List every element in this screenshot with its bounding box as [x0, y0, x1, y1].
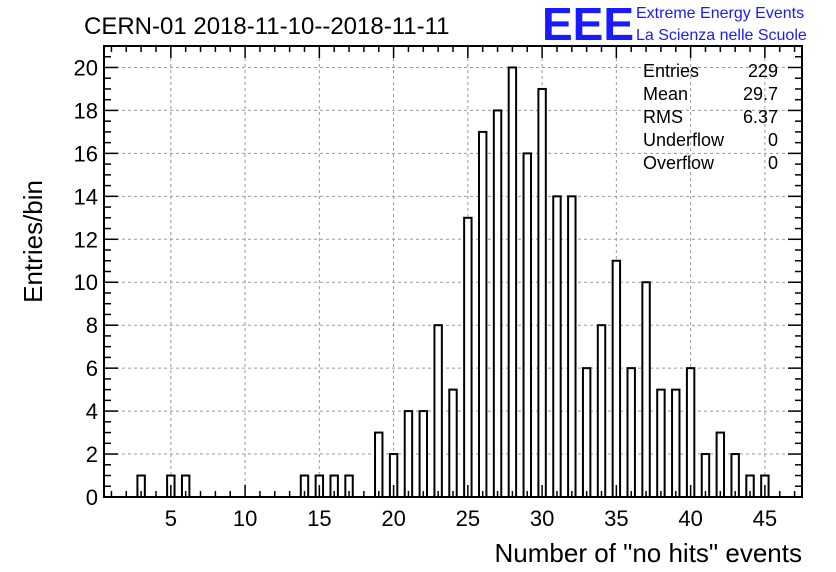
x-tick-label: 25	[456, 506, 480, 531]
stats-label: Mean	[643, 84, 688, 104]
tick-labels: 5 10 15 20 25 30 35 40 45 0 2 4 6 8 10 12 14 16 18 20	[74, 55, 778, 531]
histogram-bar	[433, 324, 443, 499]
stats-value: 229	[748, 61, 778, 81]
logo-line2: La Scienza nelle Scuole	[636, 27, 807, 44]
y-tick-label: 14	[74, 184, 98, 209]
y-tick-label: 20	[74, 55, 98, 80]
histogram-bar	[552, 195, 562, 498]
histogram-bar	[626, 367, 636, 498]
x-tick-label: 45	[753, 506, 777, 531]
stats-label: Overflow	[643, 153, 715, 173]
histogram-bar	[671, 388, 681, 498]
chart-title: CERN-01 2018-11-10--2018-11-11	[84, 13, 450, 40]
histogram-bar	[522, 152, 532, 498]
y-tick-label: 10	[74, 270, 98, 295]
histogram-bar	[537, 87, 547, 498]
x-tick-label: 20	[381, 506, 405, 531]
y-tick-label: 12	[74, 227, 98, 252]
histogram-bar	[374, 431, 384, 499]
x-tick-label: 5	[165, 506, 177, 531]
y-tick-label: 0	[86, 485, 98, 510]
y-axis-label: Entries/bin	[18, 180, 48, 303]
stats-value: 29.7	[743, 84, 778, 104]
logo-line1: Extreme Energy Events	[636, 5, 804, 22]
x-tick-label: 15	[307, 506, 331, 531]
eee-logo: EEE Extreme Energy Events La Scienza nel…	[542, 0, 807, 50]
y-tick-label: 2	[86, 442, 98, 467]
stats-label: RMS	[643, 107, 683, 127]
histogram-bar	[403, 410, 414, 499]
stats-value: 0	[768, 153, 778, 173]
histogram-bars	[136, 66, 770, 499]
histogram-bar	[730, 453, 740, 498]
y-tick-label: 4	[86, 399, 98, 424]
x-tick-label: 10	[233, 506, 257, 531]
stats-box: Entries 229 Mean 29.7 RMS 6.37 Underflow 0 Overf…	[643, 61, 778, 173]
histogram-bar	[418, 410, 429, 499]
histogram-bar	[700, 453, 711, 498]
y-tick-label: 6	[86, 356, 98, 381]
histogram-bar	[567, 195, 577, 498]
stats-label: Entries	[643, 61, 699, 81]
histogram-bar	[507, 66, 518, 498]
stats-value: 0	[768, 130, 778, 150]
y-tick-label: 18	[74, 98, 98, 123]
histogram-bar	[492, 109, 503, 499]
stats-value: 6.37	[743, 107, 778, 127]
histogram-bar	[641, 281, 651, 498]
histogram-bar	[581, 367, 592, 498]
histogram-bar	[477, 130, 488, 498]
x-tick-label: 40	[678, 506, 702, 531]
axes	[103, 45, 803, 498]
x-axis-label: Number of "no hits" events	[495, 538, 803, 568]
x-tick-label: 30	[530, 506, 554, 531]
histogram-bar	[715, 431, 726, 499]
x-tick-label: 35	[604, 506, 628, 531]
y-tick-label: 16	[74, 141, 98, 166]
logo-mark: EEE	[542, 0, 634, 50]
histogram-bar	[596, 324, 607, 499]
histogram-bar	[656, 388, 666, 498]
stats-label: Underflow	[643, 130, 725, 150]
y-tick-label: 8	[86, 313, 98, 338]
histogram-bar	[611, 259, 622, 498]
histogram-bar	[463, 216, 473, 499]
histogram-bar	[448, 388, 458, 498]
histogram-bar	[685, 367, 696, 498]
